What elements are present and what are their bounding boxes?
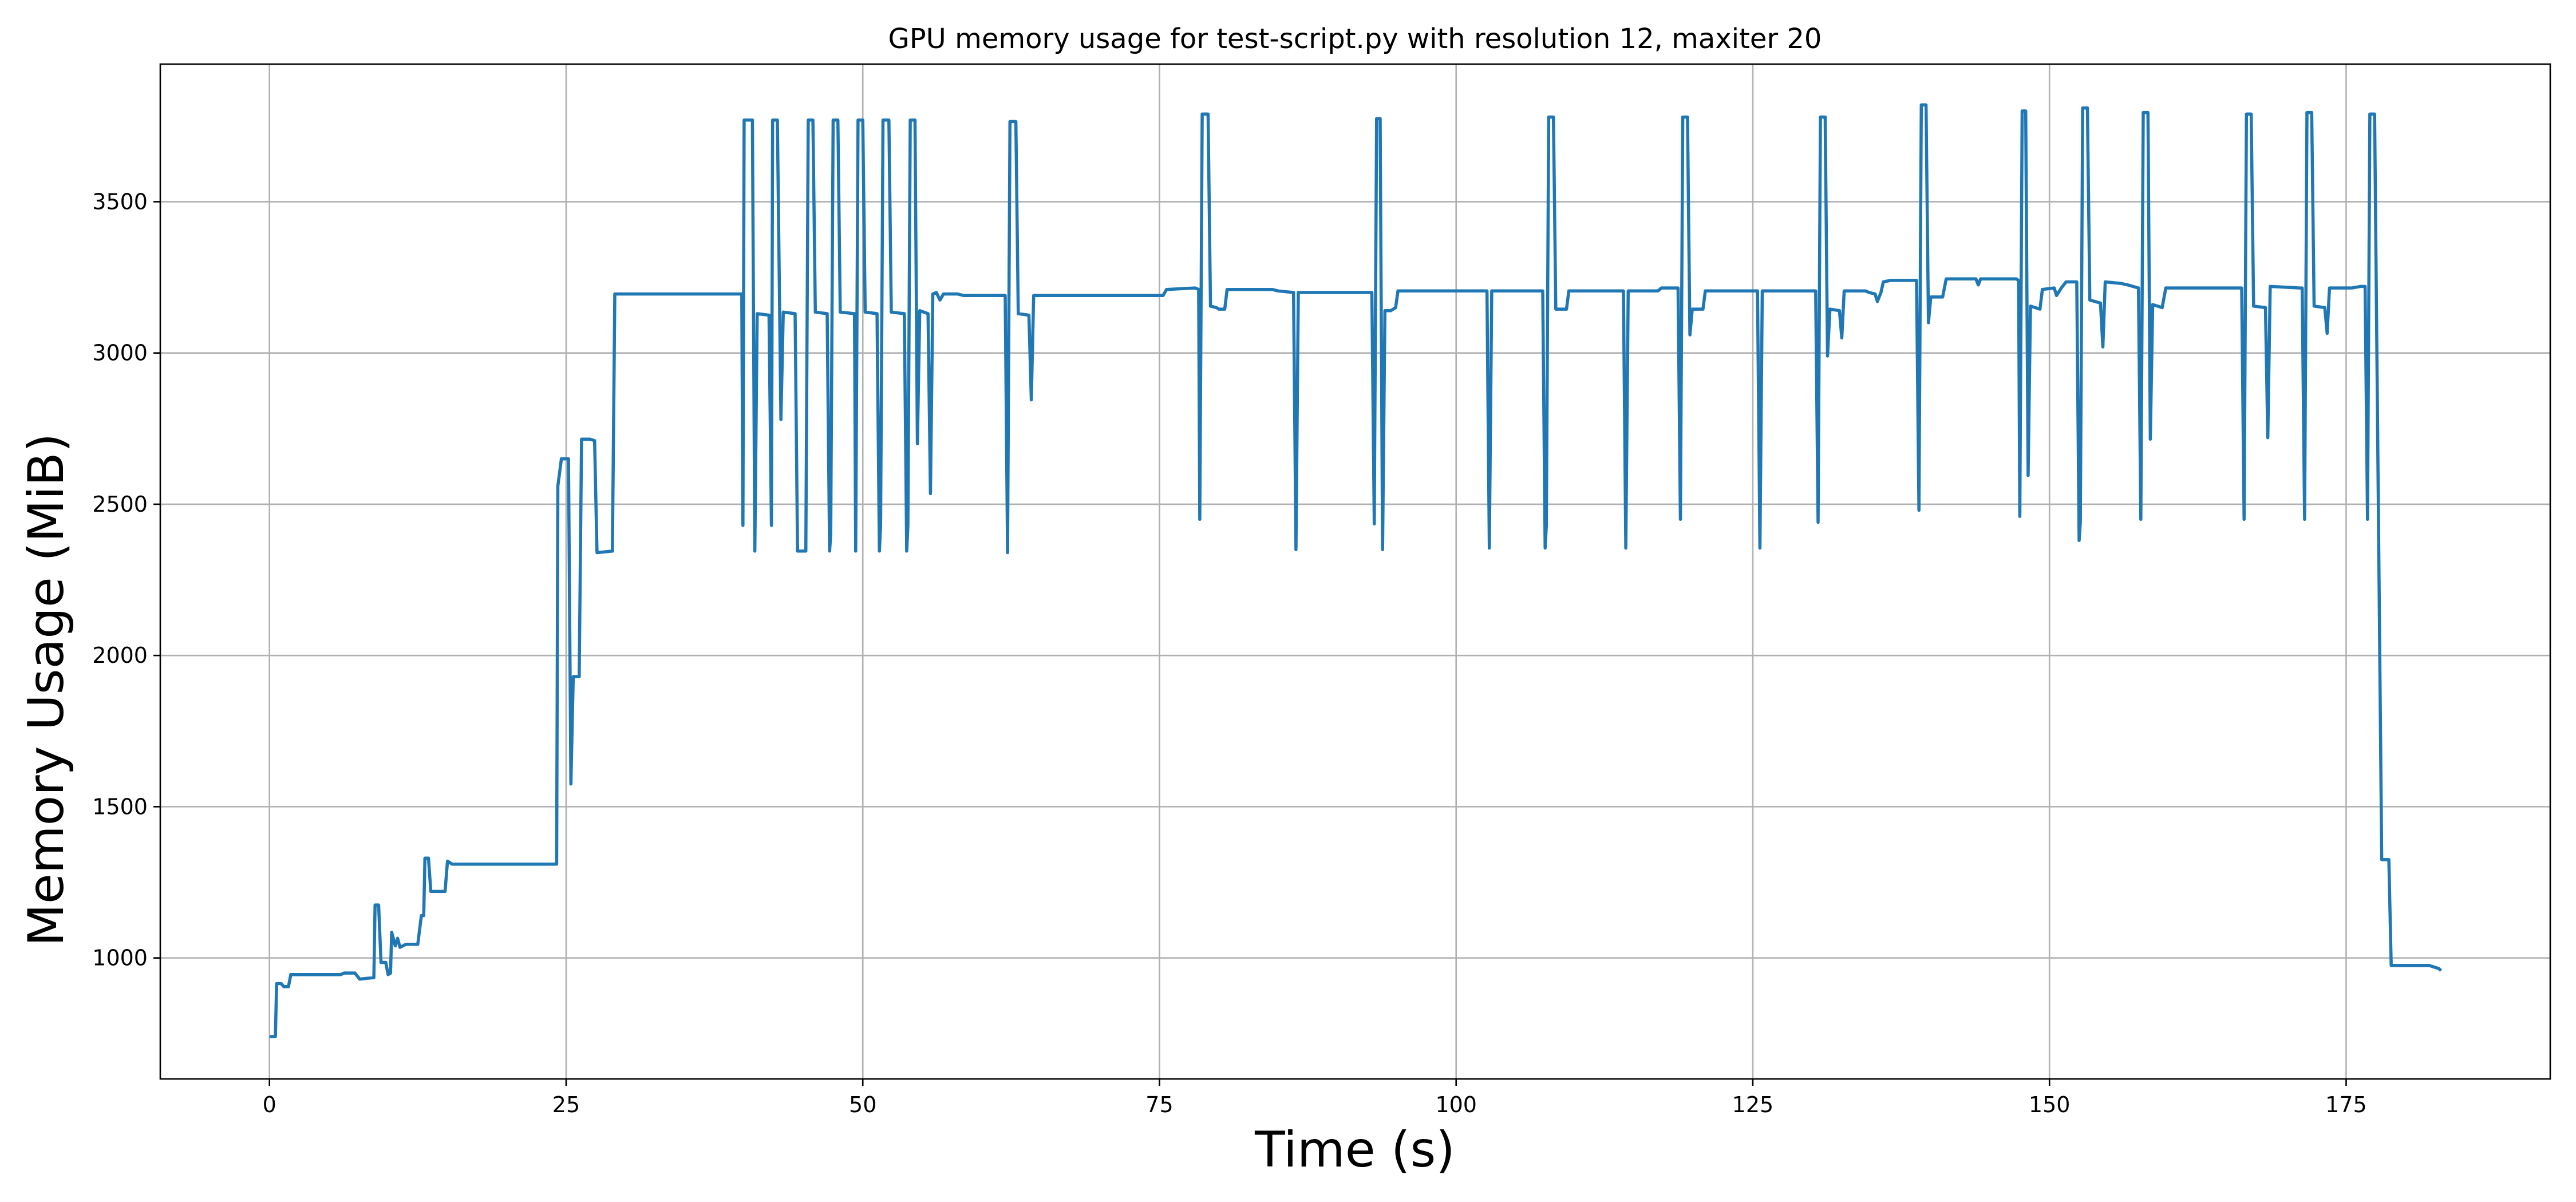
y-tick-label: 2500 [92,492,148,517]
plot-area-frame [159,63,2551,1080]
x-tick-label: 0 [263,1092,276,1117]
x-tick-label: 175 [2325,1092,2367,1117]
x-tick-label: 100 [1435,1092,1477,1117]
x-axis-label: Time (s) [1254,1121,1455,1179]
y-tick-label: 1000 [92,946,148,971]
x-tick-label: 125 [1732,1092,1774,1117]
y-tick-label: 2000 [92,643,148,668]
axis-ticks: 0 25 50 75 100 125 150 175 1000 1500 2000 2500 3000 3… [92,189,2366,1117]
series-layer [269,103,2443,1038]
y-tick-label: 3500 [92,189,148,214]
chart-title: GPU memory usage for test-script.py with… [888,23,1822,55]
x-tick-label: 50 [849,1092,876,1117]
x-tick-label: 25 [552,1092,580,1117]
y-tick-label: 3000 [92,341,148,366]
memory-usage-line [269,103,2443,1038]
y-axis-label: Memory Usage (MiB) [18,433,75,947]
x-tick-label: 75 [1145,1092,1173,1117]
y-tick-label: 1500 [92,794,148,819]
x-tick-label: 150 [2029,1092,2071,1117]
